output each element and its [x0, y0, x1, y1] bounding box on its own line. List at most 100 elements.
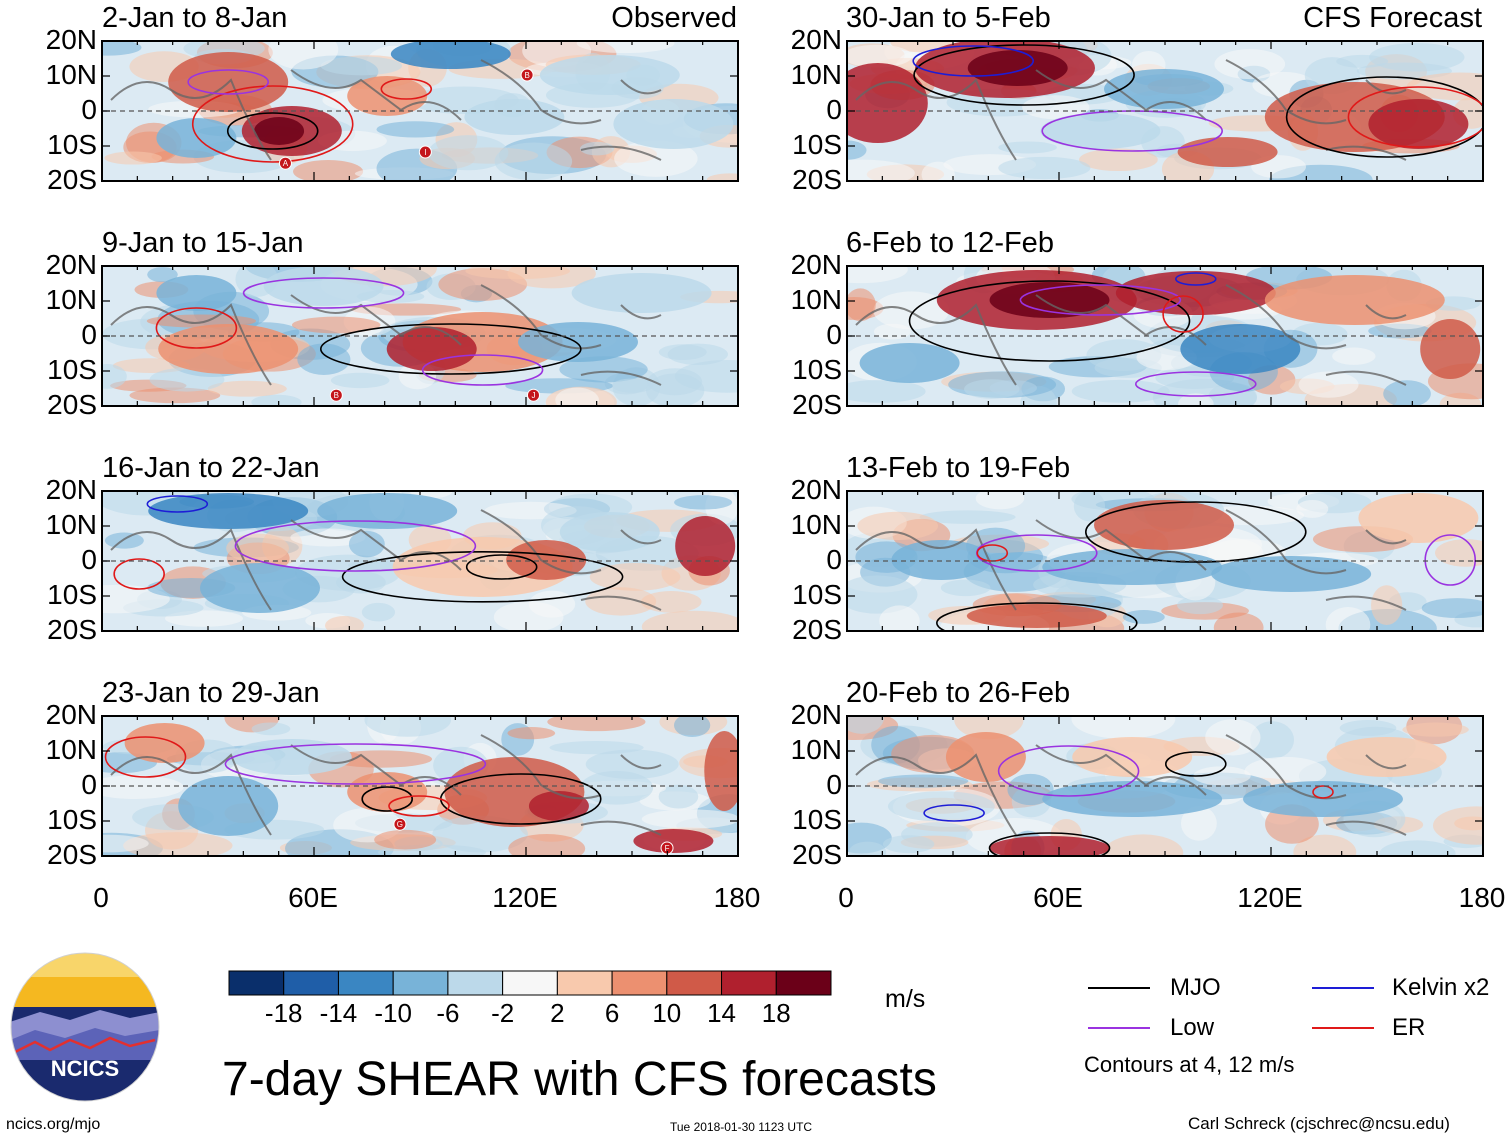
lat-tick-label: 10S	[47, 354, 97, 385]
legend-er-line	[1312, 1027, 1374, 1029]
lon-tick-label: 120E	[492, 882, 558, 913]
legend-kelvin-line	[1312, 987, 1374, 989]
colorbar-tick-label: -18	[264, 998, 303, 1028]
panel-title: 13-Feb to 19-Feb	[846, 452, 1071, 484]
lat-tick-label: 0	[826, 319, 842, 350]
lon-tick-label: 60E	[288, 882, 338, 913]
author-credit: Carl Schreck (cjschrec@ncsu.edu)	[1188, 1114, 1450, 1133]
lat-tick-label: 20N	[790, 249, 842, 280]
lat-tick-label: 20N	[45, 474, 97, 505]
colorbar-segment	[556, 970, 613, 996]
lat-tick-label: 0	[81, 94, 97, 125]
main-title: 7-day SHEAR with CFS forecasts	[222, 1053, 937, 1106]
legend-mjo-line	[1088, 987, 1150, 989]
lon-tick-label: 180	[1458, 882, 1506, 913]
colorbar-units: m/s	[885, 985, 926, 1013]
storm-marker	[526, 388, 540, 402]
storm-marker-label: A	[283, 159, 289, 168]
lat-tick-label: 20S	[792, 839, 842, 870]
lat-tick-label: 10N	[45, 509, 97, 540]
lat-tick-label: 20S	[47, 614, 97, 645]
lat-tick-label: 0	[81, 769, 97, 800]
storm-marker	[520, 68, 534, 82]
storm-marker-label: B	[524, 71, 529, 80]
lat-tick-label: 10N	[45, 59, 97, 90]
storm-marker	[278, 156, 292, 170]
storm-marker-label: I	[424, 148, 426, 157]
lat-tick-label: 20N	[790, 24, 842, 55]
colorbar-segment	[283, 970, 339, 996]
storm-marker-label: J	[531, 391, 535, 400]
colorbar-tick-label: 2	[550, 998, 565, 1028]
lon-tick-label: 120E	[1237, 882, 1303, 913]
lon-tick-label: 0	[838, 882, 854, 913]
colorbar-segment	[775, 970, 832, 996]
ncics-logo: NCICS	[10, 952, 160, 1102]
contour-note: Contours at 4, 12 m/s	[1084, 1052, 1295, 1077]
lat-tick-label: 10S	[47, 579, 97, 610]
panel-title: 9-Jan to 15-Jan	[102, 227, 304, 259]
colorbar-segment	[447, 970, 504, 996]
colorbar-segment	[666, 970, 723, 996]
lat-tick-label: 0	[826, 544, 842, 575]
lat-tick-label: 20S	[47, 164, 97, 195]
colorbar-segment	[502, 970, 558, 996]
lat-tick-label: 20S	[792, 614, 842, 645]
lat-tick-label: 10S	[792, 129, 842, 160]
storm-marker	[393, 817, 407, 831]
lat-tick-label: 10S	[47, 804, 97, 835]
lat-tick-label: 20S	[792, 164, 842, 195]
colorbar-tick-label: -10	[374, 998, 412, 1028]
lat-tick-label: 20S	[47, 839, 97, 870]
shear-map	[846, 490, 1484, 632]
colorbar-segment	[392, 970, 449, 996]
panel-source-label: CFS Forecast	[1303, 2, 1482, 34]
shear-map	[846, 715, 1484, 857]
shear-map	[101, 490, 739, 632]
lat-tick-label: 0	[81, 319, 97, 350]
panel-title: 6-Feb to 12-Feb	[846, 227, 1054, 259]
storm-marker	[418, 145, 432, 159]
lat-tick-label: 10S	[792, 354, 842, 385]
shear-map	[846, 40, 1484, 182]
colorbar-tick-label: -14	[319, 998, 358, 1028]
lat-tick-label: 10N	[45, 734, 97, 765]
shear-map	[846, 265, 1484, 407]
shear-map: GF	[101, 715, 739, 857]
storm-marker-label: F	[665, 844, 670, 853]
colorbar-tick-label: -2	[491, 998, 515, 1028]
colorbar-tick-label: 10	[652, 998, 682, 1028]
lat-tick-label: 20N	[45, 249, 97, 280]
colorbar-tick-label: 18	[761, 998, 791, 1028]
panel-title: 30-Jan to 5-Feb	[846, 2, 1051, 34]
legend-low-label: Low	[1170, 1014, 1215, 1041]
colorbar	[228, 970, 832, 996]
lat-tick-label: 20S	[792, 389, 842, 420]
logo-text: NCICS	[51, 1056, 119, 1081]
lat-tick-label: 10N	[790, 509, 842, 540]
timestamp: Tue 2018-01-30 1123 UTC	[670, 1120, 813, 1134]
legend-kelvin-label: Kelvin x2	[1392, 974, 1490, 1001]
colorbar-segment	[337, 970, 394, 996]
lat-tick-label: 20N	[790, 699, 842, 730]
website-link[interactable]: ncics.org/mjo	[6, 1116, 101, 1133]
lon-tick-label: 0	[93, 882, 109, 913]
colorbar-tick-label: -6	[436, 998, 460, 1028]
lat-tick-label: 20S	[47, 389, 97, 420]
panel-source-label: Observed	[611, 2, 737, 34]
panel-title: 23-Jan to 29-Jan	[102, 677, 320, 709]
lon-tick-label: 60E	[1033, 882, 1083, 913]
colorbar-tick-label: 14	[707, 998, 736, 1028]
colorbar-segment	[228, 970, 285, 996]
lon-tick-label: 180	[713, 882, 761, 913]
panel-title: 2-Jan to 8-Jan	[102, 2, 288, 34]
panel-title: 20-Feb to 26-Feb	[846, 677, 1071, 709]
shear-map: B A I	[101, 40, 739, 182]
storm-marker-label: B	[334, 391, 339, 400]
lat-tick-label: 20N	[790, 474, 842, 505]
storm-marker-label: G	[397, 820, 403, 829]
colorbar-tick-label: 6	[604, 998, 620, 1028]
legend-mjo-label: MJO	[1170, 974, 1221, 1001]
legend-low-line	[1088, 1027, 1150, 1029]
